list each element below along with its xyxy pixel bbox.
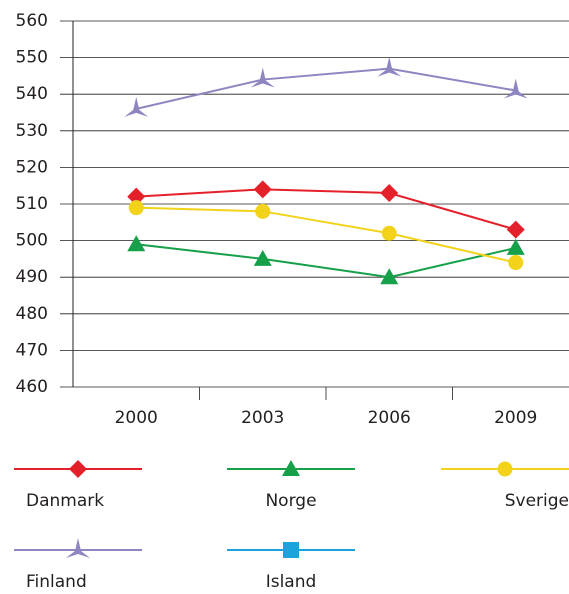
marker: [381, 225, 397, 241]
legend-label: Norge: [265, 491, 316, 511]
x-tick-label: 2000: [115, 408, 158, 428]
y-tick-label: 520: [16, 157, 48, 177]
y-tick-label: 510: [16, 194, 48, 214]
marker: [127, 235, 146, 252]
marker: [250, 67, 275, 88]
y-tick-label: 530: [16, 121, 48, 141]
marker: [506, 238, 525, 255]
x-tick-label: 2006: [368, 408, 411, 428]
marker: [506, 220, 525, 239]
marker: [128, 200, 144, 216]
marker: [66, 538, 90, 558]
y-tick-label: 540: [16, 84, 48, 104]
y-tick-label: 470: [16, 340, 48, 360]
marker: [124, 96, 149, 117]
marker: [127, 187, 146, 206]
marker: [253, 180, 272, 199]
marker: [253, 249, 272, 266]
y-tick-label: 560: [16, 11, 48, 31]
x-tick-label: 2009: [494, 408, 537, 428]
series-line: [136, 206, 516, 264]
marker: [380, 268, 399, 285]
marker: [255, 203, 271, 219]
marker: [503, 78, 528, 99]
legend-label: Island: [266, 572, 317, 592]
marker: [377, 56, 402, 77]
y-tick-label: 500: [16, 231, 48, 251]
series-line: [136, 243, 516, 279]
y-tick-label: 490: [16, 267, 48, 287]
series-line: [136, 67, 516, 110]
x-tick-label: 2003: [241, 408, 284, 428]
series-line: [136, 188, 517, 231]
marker: [283, 542, 299, 558]
legend-label: Finland: [26, 572, 87, 592]
y-tick-label: 550: [16, 48, 48, 68]
legend-label: Danmark: [26, 491, 104, 511]
y-tick-label: 480: [16, 304, 48, 324]
marker: [497, 461, 513, 477]
marker: [69, 460, 87, 478]
marker: [282, 460, 300, 476]
y-tick-label: 460: [16, 377, 48, 397]
legend-label: Sverige: [505, 491, 569, 511]
marker: [508, 255, 524, 271]
marker: [380, 184, 399, 203]
